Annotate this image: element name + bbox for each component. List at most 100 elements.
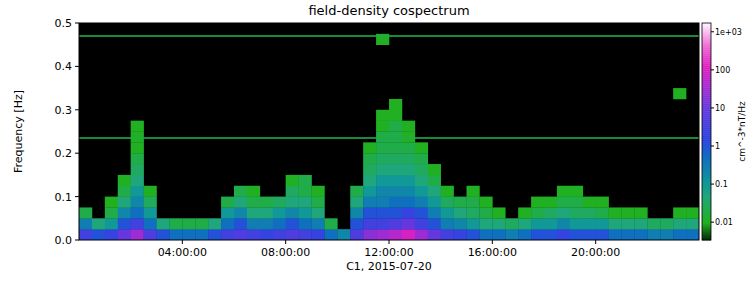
heatmap-cell — [479, 197, 492, 208]
heatmap-cell — [492, 207, 505, 218]
y-tick-label: 0.1 — [55, 191, 73, 204]
heatmap-cell — [596, 229, 609, 240]
heatmap-cell — [131, 218, 144, 229]
heatmap-cell — [428, 175, 441, 186]
colorbar-tick — [711, 146, 714, 147]
y-tick — [75, 66, 79, 67]
heatmap-cell — [131, 153, 144, 164]
chart-title: field-density cospectrum — [308, 3, 469, 18]
heatmap-cell — [105, 229, 118, 240]
heatmap-cell — [144, 207, 157, 218]
heatmap-cell — [454, 218, 467, 229]
x-axis-label: C1, 2015-07-20 — [346, 260, 432, 273]
heatmap-cell — [686, 218, 699, 229]
heatmap-cell — [157, 229, 170, 240]
heatmap-cell — [376, 132, 389, 143]
heatmap-cell — [131, 207, 144, 218]
heatmap-cell — [350, 197, 363, 208]
heatmap-cell — [544, 229, 557, 240]
heatmap-cell — [144, 186, 157, 197]
heatmap-cell — [428, 197, 441, 208]
heatmap-cell — [350, 186, 363, 197]
heatmap-cell — [131, 229, 144, 240]
heatmap-cell — [660, 218, 673, 229]
colorbar — [702, 23, 711, 240]
heatmap-cell — [131, 175, 144, 186]
heatmap-cell — [557, 207, 570, 218]
heatmap-cell — [505, 229, 518, 240]
colorbar-tick — [711, 107, 714, 108]
heatmap-cell — [182, 229, 195, 240]
heatmap-cell — [221, 197, 234, 208]
heatmap-cell — [286, 218, 299, 229]
heatmap-cell — [622, 218, 635, 229]
heatmap-cell — [260, 197, 273, 208]
y-tick-label: 0.2 — [55, 147, 73, 160]
heatmap-cell — [299, 197, 312, 208]
heatmap-cell — [299, 207, 312, 218]
heatmap-cell — [415, 175, 428, 186]
heatmap-cell — [234, 229, 247, 240]
heatmap-cell — [376, 197, 389, 208]
heatmap-cell — [647, 229, 660, 240]
heatmap-cell — [557, 186, 570, 197]
heatmap-cell — [286, 207, 299, 218]
heatmap-cell — [673, 229, 686, 240]
heatmap-cell — [299, 175, 312, 186]
y-tick — [75, 240, 79, 241]
plot-frame — [79, 23, 699, 240]
heatmap-cell — [312, 229, 325, 240]
heatmap-cell — [454, 229, 467, 240]
heatmap-cell — [467, 218, 480, 229]
heatmap-cell — [622, 229, 635, 240]
heatmap-cell — [363, 186, 376, 197]
heatmap-cell — [376, 186, 389, 197]
heatmap-cell — [131, 197, 144, 208]
heatmap-cell — [299, 229, 312, 240]
heatmap-cell — [415, 229, 428, 240]
y-tick — [75, 153, 79, 154]
colorbar-tick — [711, 69, 714, 70]
heatmap-cell — [376, 142, 389, 153]
heatmap-cell — [415, 218, 428, 229]
heatmap-cell — [479, 207, 492, 218]
heatmap-cell — [609, 229, 622, 240]
colorbar-tick-label: 100 — [715, 66, 730, 75]
heatmap-cell — [350, 207, 363, 218]
heatmap-cell — [273, 218, 286, 229]
heatmap-cell — [479, 229, 492, 240]
heatmap-cell — [234, 186, 247, 197]
heatmap-cell — [428, 164, 441, 175]
heatmap-cell — [312, 197, 325, 208]
heatmap-cell — [454, 207, 467, 218]
heatmap-cell — [596, 218, 609, 229]
x-tick — [182, 240, 183, 244]
heatmap-cell — [596, 197, 609, 208]
heatmap-cell — [234, 218, 247, 229]
heatmap-cell — [634, 207, 647, 218]
heatmap-cell — [389, 99, 402, 110]
colorbar-tick-label: 10 — [715, 104, 725, 113]
heatmap-cell — [467, 207, 480, 218]
heatmap-cell — [169, 229, 182, 240]
heatmap-cell — [247, 218, 260, 229]
heatmap-cell — [544, 207, 557, 218]
heatmap-cell — [376, 218, 389, 229]
heatmap-cell — [402, 197, 415, 208]
heatmap-cell — [105, 207, 118, 218]
heatmap-cell — [273, 229, 286, 240]
heatmap-cell — [273, 197, 286, 208]
x-tick-label: 04:00:00 — [158, 246, 207, 259]
heatmap-cell — [376, 153, 389, 164]
heatmap-cell — [389, 164, 402, 175]
heatmap-cell — [286, 197, 299, 208]
heatmap-cell — [247, 197, 260, 208]
interference-line — [79, 35, 699, 37]
heatmap-cell — [92, 218, 105, 229]
heatmap-cell — [92, 229, 105, 240]
heatmap-cell — [634, 229, 647, 240]
heatmap-cell — [221, 229, 234, 240]
heatmap-cell — [389, 218, 402, 229]
heatmap-cell — [583, 207, 596, 218]
heatmap-cell — [79, 207, 92, 218]
